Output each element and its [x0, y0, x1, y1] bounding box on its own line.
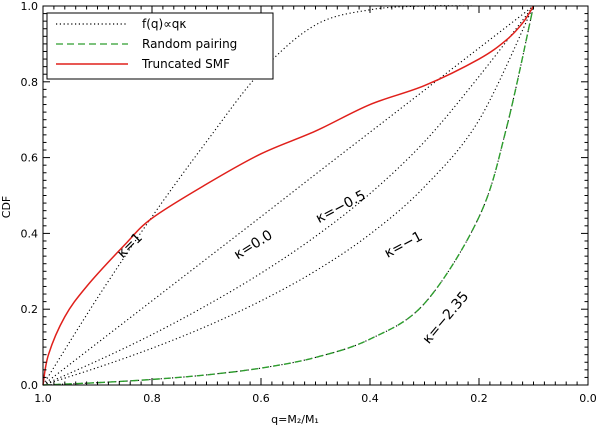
x-tick-label: 0.6: [252, 392, 270, 405]
y-tick-label: 0.2: [21, 303, 39, 316]
legend-items: f(q)∝qκ Random pairing Truncated SMF: [56, 17, 237, 71]
x-tick-label: 0.0: [579, 392, 597, 405]
legend: f(q)∝qκ Random pairing Truncated SMF: [46, 12, 274, 80]
legend-box: [46, 12, 274, 80]
legend-label-truncated-smf: Truncated SMF: [141, 57, 230, 71]
series-line-2-35-4: [42, 5, 535, 386]
y-tick-label: 0.6: [21, 152, 39, 165]
x-tick-label: 0.8: [143, 392, 161, 405]
series-line-1-3: [42, 5, 534, 386]
ticks-layer: [42, 5, 589, 386]
x-tick-label: 0.2: [470, 392, 488, 405]
series-line-random-pairing-5: [42, 5, 535, 386]
series-line-0-0-1: [42, 5, 534, 386]
series-line-0-5-2: [42, 5, 534, 386]
x-tick-label: 0.4: [361, 392, 379, 405]
x-axis-label: q=M₂/M₁: [271, 413, 319, 426]
legend-label-f-q-q: f(q)∝qκ: [142, 17, 186, 31]
x-tick-label: 1.0: [34, 392, 52, 405]
series-line-truncated-smf-6: [42, 5, 535, 386]
y-tick-label: 0.4: [21, 227, 39, 240]
tick-labels-layer: 1.0 0.8 0.6 0.4 0.2 0.0 0.0 0.2 0.4 0.6 0.8 1.0: [21, 0, 597, 405]
legend-label-random-pairing: Random pairing: [142, 37, 237, 51]
y-tick-label: 1.0: [21, 0, 39, 13]
y-tick-label: 0.0: [21, 379, 39, 392]
y-tick-label: 0.8: [21, 76, 39, 89]
y-axis-label: CDF: [0, 196, 13, 218]
